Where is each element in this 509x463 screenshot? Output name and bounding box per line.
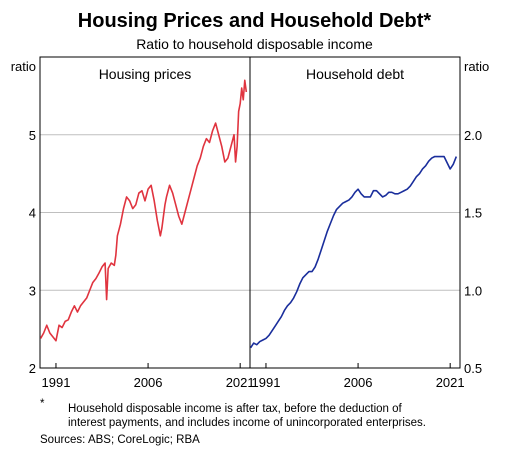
x-tick-label: 2021 — [226, 375, 255, 390]
x-tick-label: 2021 — [436, 375, 465, 390]
footnote-marker: * — [40, 398, 45, 410]
chart-title: Housing Prices and Household Debt* — [78, 10, 432, 32]
y-tick-label: 5 — [29, 128, 36, 143]
right-panel-title: Household debt — [306, 66, 404, 82]
household-debt-line — [249, 155, 458, 349]
chart-subtitle: Ratio to household disposable income — [136, 36, 373, 52]
y-tick-label: 2.0 — [464, 128, 482, 143]
x-tick-label: 1991 — [42, 375, 71, 390]
left-axis-ticks: 2 3 4 5 — [29, 128, 36, 376]
right-axis-unit: ratio — [464, 59, 489, 74]
x-tick-label: 2006 — [344, 375, 373, 390]
footnote-line-1: Household disposable income is after tax… — [68, 403, 402, 415]
left-panel-title: Housing prices — [99, 66, 192, 82]
sources-note: Sources: ABS; CoreLogic; RBA — [40, 434, 200, 446]
y-tick-label: 3 — [29, 283, 36, 298]
series-layer — [39, 79, 458, 349]
x-tick-label: 1991 — [252, 375, 281, 390]
x-tick-label: 2006 — [134, 375, 163, 390]
left-axis-unit: ratio — [11, 59, 36, 74]
housing-prices-line — [39, 79, 248, 342]
right-panel-gridlines — [250, 134, 460, 291]
y-tick-label: 4 — [29, 206, 36, 221]
y-tick-label: 1.0 — [464, 283, 482, 298]
y-tick-label: 2 — [29, 361, 36, 376]
footnote-line-2: interest payments, and includes income o… — [68, 417, 426, 429]
left-panel-gridlines — [40, 134, 250, 291]
y-tick-label: 0.5 — [464, 361, 482, 376]
y-tick-label: 1.5 — [464, 206, 482, 221]
right-axis-ticks: 0.5 1.0 1.5 2.0 — [464, 128, 482, 376]
